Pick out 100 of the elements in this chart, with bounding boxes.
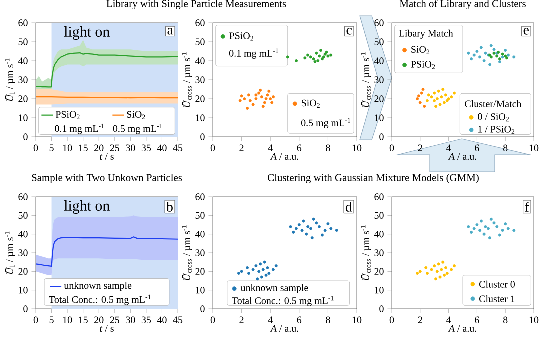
annotation: e [524, 28, 529, 35]
point [260, 96, 264, 99]
y-tick-label: 10 [375, 114, 384, 122]
y-tick-label: 40 [195, 58, 205, 64]
legend-label: SiO$_{2}$ [412, 46, 430, 54]
point [433, 92, 436, 95]
x-tick-label: 10 [530, 144, 539, 152]
y-tick-label: 20 [18, 268, 28, 276]
point [423, 105, 426, 108]
point [268, 272, 271, 276]
point [318, 225, 322, 228]
y-tick-label: 50 [196, 38, 205, 46]
y-tick-label: 10 [196, 286, 205, 294]
point [496, 54, 499, 58]
x-tick-label: 6 [475, 144, 480, 152]
y-tick-label: 10 [19, 114, 28, 122]
x-tick-label: 40 [157, 316, 167, 324]
point [312, 218, 316, 221]
annotation: 0.1 mg mL$^{-1}$ [229, 48, 278, 59]
point [506, 54, 510, 57]
point [258, 270, 261, 274]
x-tick-label: 25 [110, 316, 120, 324]
point [433, 264, 436, 268]
y-tick-label: 30 [196, 250, 205, 256]
y-tick-label: 40 [18, 58, 28, 64]
point [305, 232, 308, 236]
point [498, 60, 502, 64]
x-tick-label: 0 [210, 316, 216, 324]
y-tick-label: 60 [374, 20, 384, 26]
x-tick-label: 0 [34, 144, 38, 152]
point [262, 105, 265, 108]
point [256, 278, 260, 281]
point [266, 266, 270, 270]
point [315, 222, 318, 225]
x-tick-label: 2 [418, 144, 422, 152]
x-tick-label: 45 [173, 316, 183, 324]
annotation: d [346, 202, 352, 212]
x-tick-label: 35 [142, 144, 152, 152]
point [264, 98, 268, 100]
point [452, 264, 456, 268]
point [272, 96, 275, 99]
annotation: Cluster/Match [465, 100, 522, 108]
point [438, 103, 442, 106]
point [418, 101, 422, 104]
chart-title: Sample with Two Unkown Particles [32, 174, 182, 184]
point [487, 227, 490, 230]
x-axis-title: A / a.u. [448, 325, 476, 332]
y-tick-label: 50 [18, 38, 28, 46]
x-tick-label: 30 [126, 144, 136, 152]
point [302, 220, 306, 223]
point [501, 229, 504, 232]
point [306, 54, 310, 57]
point [254, 264, 258, 268]
point [252, 103, 255, 106]
annotation: Total Conc.: 0.5 mg mL$^{-1}$ [49, 294, 151, 306]
point [498, 58, 502, 61]
point [314, 60, 317, 64]
x-tick-label: 30 [126, 316, 136, 324]
x-axis-title: A / a.u. [448, 153, 476, 160]
x-tick-label: 10 [530, 316, 539, 324]
point [258, 92, 261, 95]
y-tick-label: 30 [374, 76, 384, 84]
point [322, 56, 326, 59]
y-tick-label: 10 [196, 114, 205, 122]
point [292, 230, 296, 234]
point [478, 56, 482, 59]
point [416, 272, 420, 276]
point [309, 227, 312, 230]
y-tick-label: 0 [200, 134, 205, 140]
x-tick-label: 40 [157, 144, 167, 152]
x-tick-label: 10 [63, 316, 72, 324]
point [309, 56, 312, 59]
x-tick-label: 15 [79, 316, 88, 324]
chart-title: Match of Library and Clusters [400, 0, 526, 10]
y-axis-title: Ū$_{l}$ / µm s$^{-1}$ [5, 58, 16, 102]
point [252, 268, 255, 272]
point [492, 222, 496, 225]
point [436, 98, 439, 100]
x-tick-label: 8 [503, 144, 508, 152]
chart-title: Clustering with Gaussian Mixture Models (GMM) [268, 174, 479, 184]
point [243, 98, 246, 100]
point [326, 54, 330, 58]
band-label: light on [64, 200, 110, 214]
y-tick-label: 10 [19, 286, 28, 294]
legend-label: unknown sample [64, 282, 132, 292]
point [263, 260, 266, 264]
x-tick-label: 15 [79, 144, 88, 152]
legend-label: 0 / SiO$_{2}$ [478, 114, 510, 122]
point [330, 227, 333, 230]
line-series [35, 236, 179, 267]
point [490, 56, 493, 59]
point [496, 225, 499, 228]
point [482, 60, 486, 62]
point [300, 229, 304, 232]
point [442, 88, 445, 91]
x-tick-label: 10 [63, 144, 72, 152]
point [450, 268, 454, 272]
point [512, 56, 516, 59]
point [240, 94, 244, 98]
legend-label: SiO$_{2}$ [127, 111, 146, 120]
